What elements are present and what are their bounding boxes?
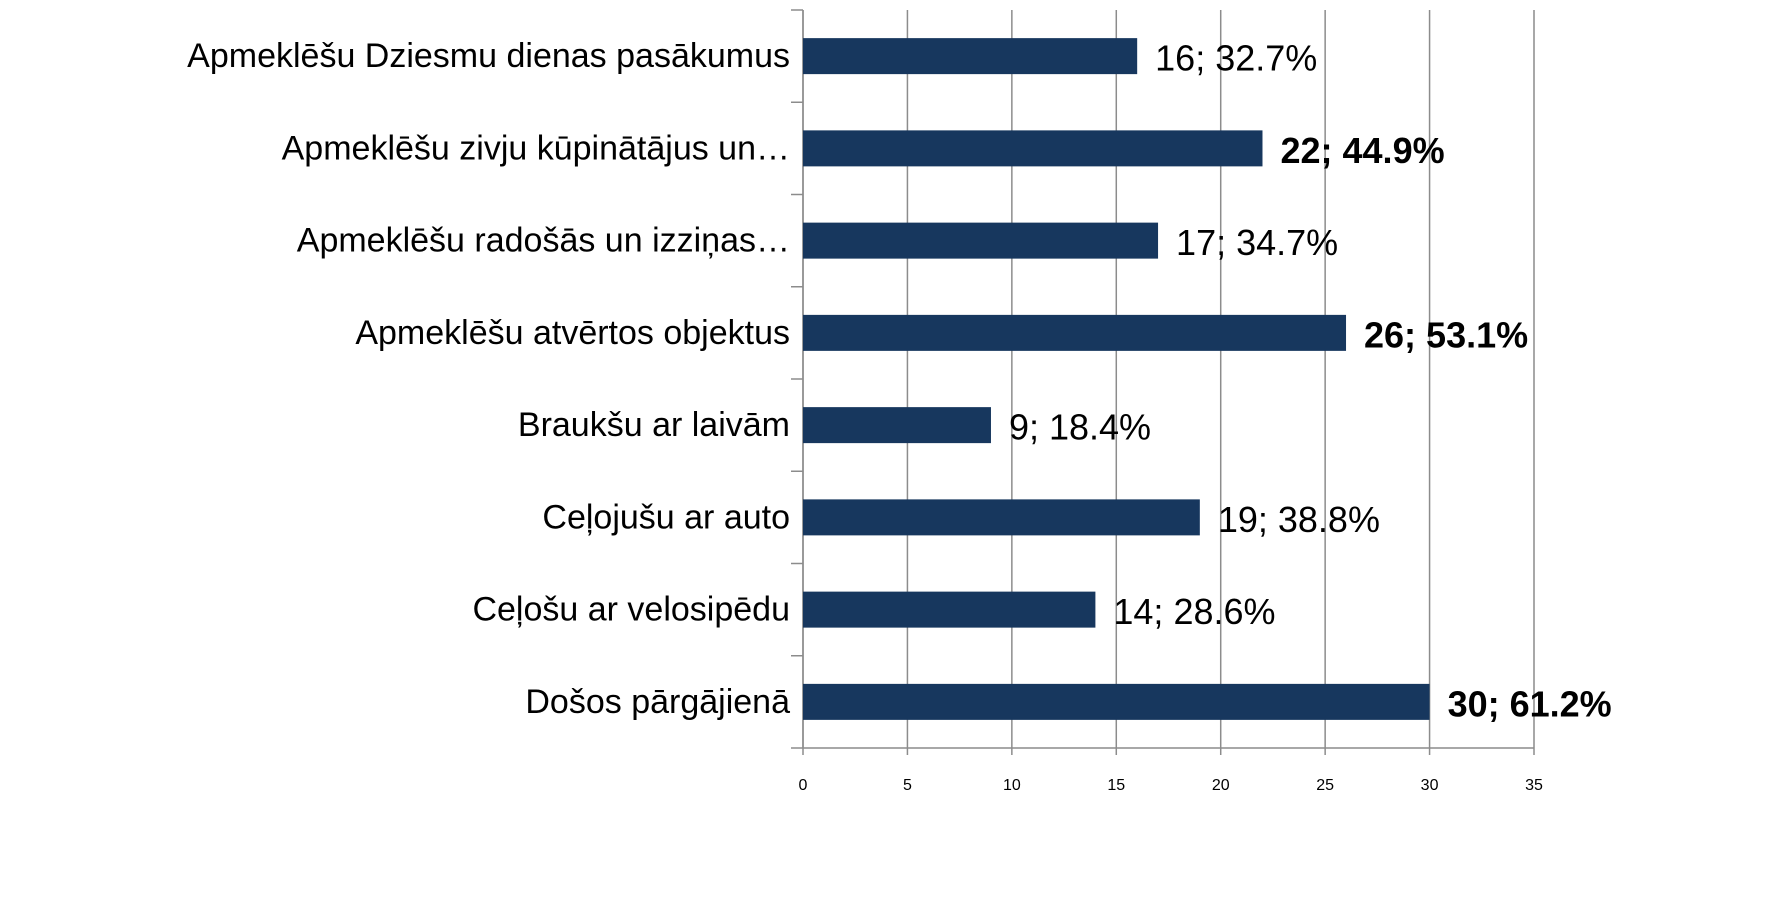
x-tick-label: 5 [903,777,912,794]
x-tick-label: 20 [1212,777,1230,794]
bar [803,314,1347,351]
bar [803,683,1430,720]
category-label: Braukšu ar laivām [518,406,790,444]
data-label: 14; 28.6% [1113,591,1275,632]
category-label: Ceļošu ar velosipēdu [472,591,790,629]
data-label: 9; 18.4% [1009,407,1151,448]
bar [803,38,1138,75]
category-label: Došos pārgājienā [525,683,790,721]
data-label: 19; 38.8% [1218,499,1380,540]
x-tick-label: 30 [1421,777,1439,794]
x-tick-label: 25 [1316,777,1334,794]
x-tick-label: 10 [1003,777,1021,794]
bar [803,222,1159,259]
category-label: Ceļojušu ar auto [542,498,790,536]
data-label: 22; 44.9% [1280,130,1444,171]
bar [803,130,1263,167]
category-label: Apmeklēšu Dziesmu dienas pasākumus [187,37,790,75]
data-label: 17; 34.7% [1176,222,1338,263]
data-label: 16; 32.7% [1155,38,1317,79]
data-label: 30; 61.2% [1448,683,1612,724]
x-tick-label: 15 [1107,777,1125,794]
x-tick-label: 35 [1525,777,1543,794]
bar [803,407,991,444]
category-label: Apmeklēšu zivju kūpinātājus un… [282,129,790,167]
bar [803,499,1200,536]
bar [803,591,1096,628]
category-label: Apmeklēšu radošās un izziņas… [297,222,790,260]
category-label: Apmeklēšu atvērtos objektus [355,314,790,352]
data-label: 26; 53.1% [1364,314,1528,355]
x-tick-label: 0 [799,777,808,794]
